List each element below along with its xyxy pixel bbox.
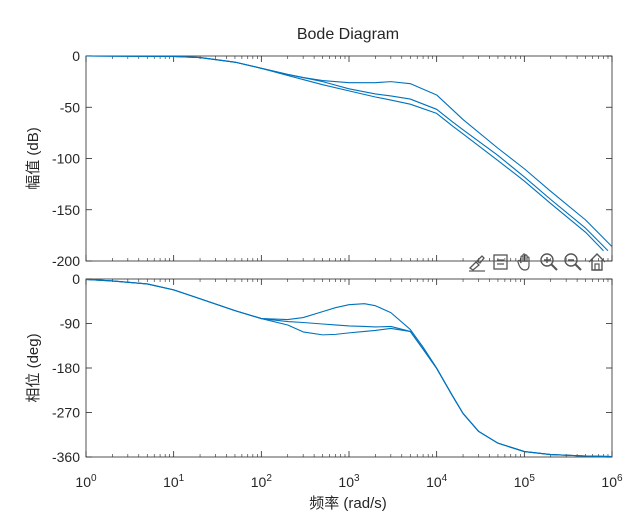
magnitude-y-tick-label: -100 [52, 151, 80, 167]
pan-icon[interactable] [514, 251, 536, 273]
magnitude-series-line-3 [86, 56, 604, 252]
zoom-in-icon[interactable] [538, 251, 560, 273]
phase-axes-box [85, 278, 613, 458]
chart-title: Bode Diagram [297, 26, 399, 43]
x-axis-label: 频率 (rad/s) [309, 495, 387, 512]
x-tick-label: 103 [338, 473, 360, 490]
magnitude-y-tick-label: -200 [52, 253, 80, 269]
phase-series-line-3 [86, 279, 612, 457]
phase-y-tick-label: -90 [60, 316, 80, 332]
x-tick-label: 101 [163, 473, 185, 490]
magnitude-axes-box [85, 55, 613, 262]
phase-y-tick-label: 0 [72, 271, 80, 287]
x-tick-label: 104 [426, 473, 448, 490]
x-tick-label: 100 [75, 473, 97, 490]
x-tick-label: 105 [514, 473, 536, 490]
magnitude-y-tick-label: 0 [72, 48, 80, 64]
phase-y-axis-label: 相位 (deg) [25, 333, 42, 402]
phase-y-tick-label: -270 [52, 405, 80, 421]
magnitude-panel: 0 -50 -100 -150 -200 幅值 (dB) [25, 48, 613, 269]
magnitude-y-tick-label: -150 [52, 202, 80, 218]
phase-panel: 0 -90 -180 -270 -360 相位 (deg) 100 101 102 103 104 1… [25, 271, 623, 490]
x-tick-label: 102 [251, 473, 273, 490]
x-tick-label: 106 [601, 473, 623, 490]
magnitude-y-tick-label: -50 [60, 99, 80, 115]
phase-y-tick-label: -360 [52, 449, 80, 465]
phase-y-tick-label: -180 [52, 360, 80, 376]
axes-toolbar [466, 251, 608, 273]
brush-icon[interactable] [466, 251, 488, 273]
datatip-icon[interactable] [490, 251, 512, 273]
home-icon[interactable] [586, 251, 608, 273]
magnitude-y-axis-label: 幅值 (dB) [25, 127, 42, 190]
zoom-out-icon[interactable] [562, 251, 584, 273]
